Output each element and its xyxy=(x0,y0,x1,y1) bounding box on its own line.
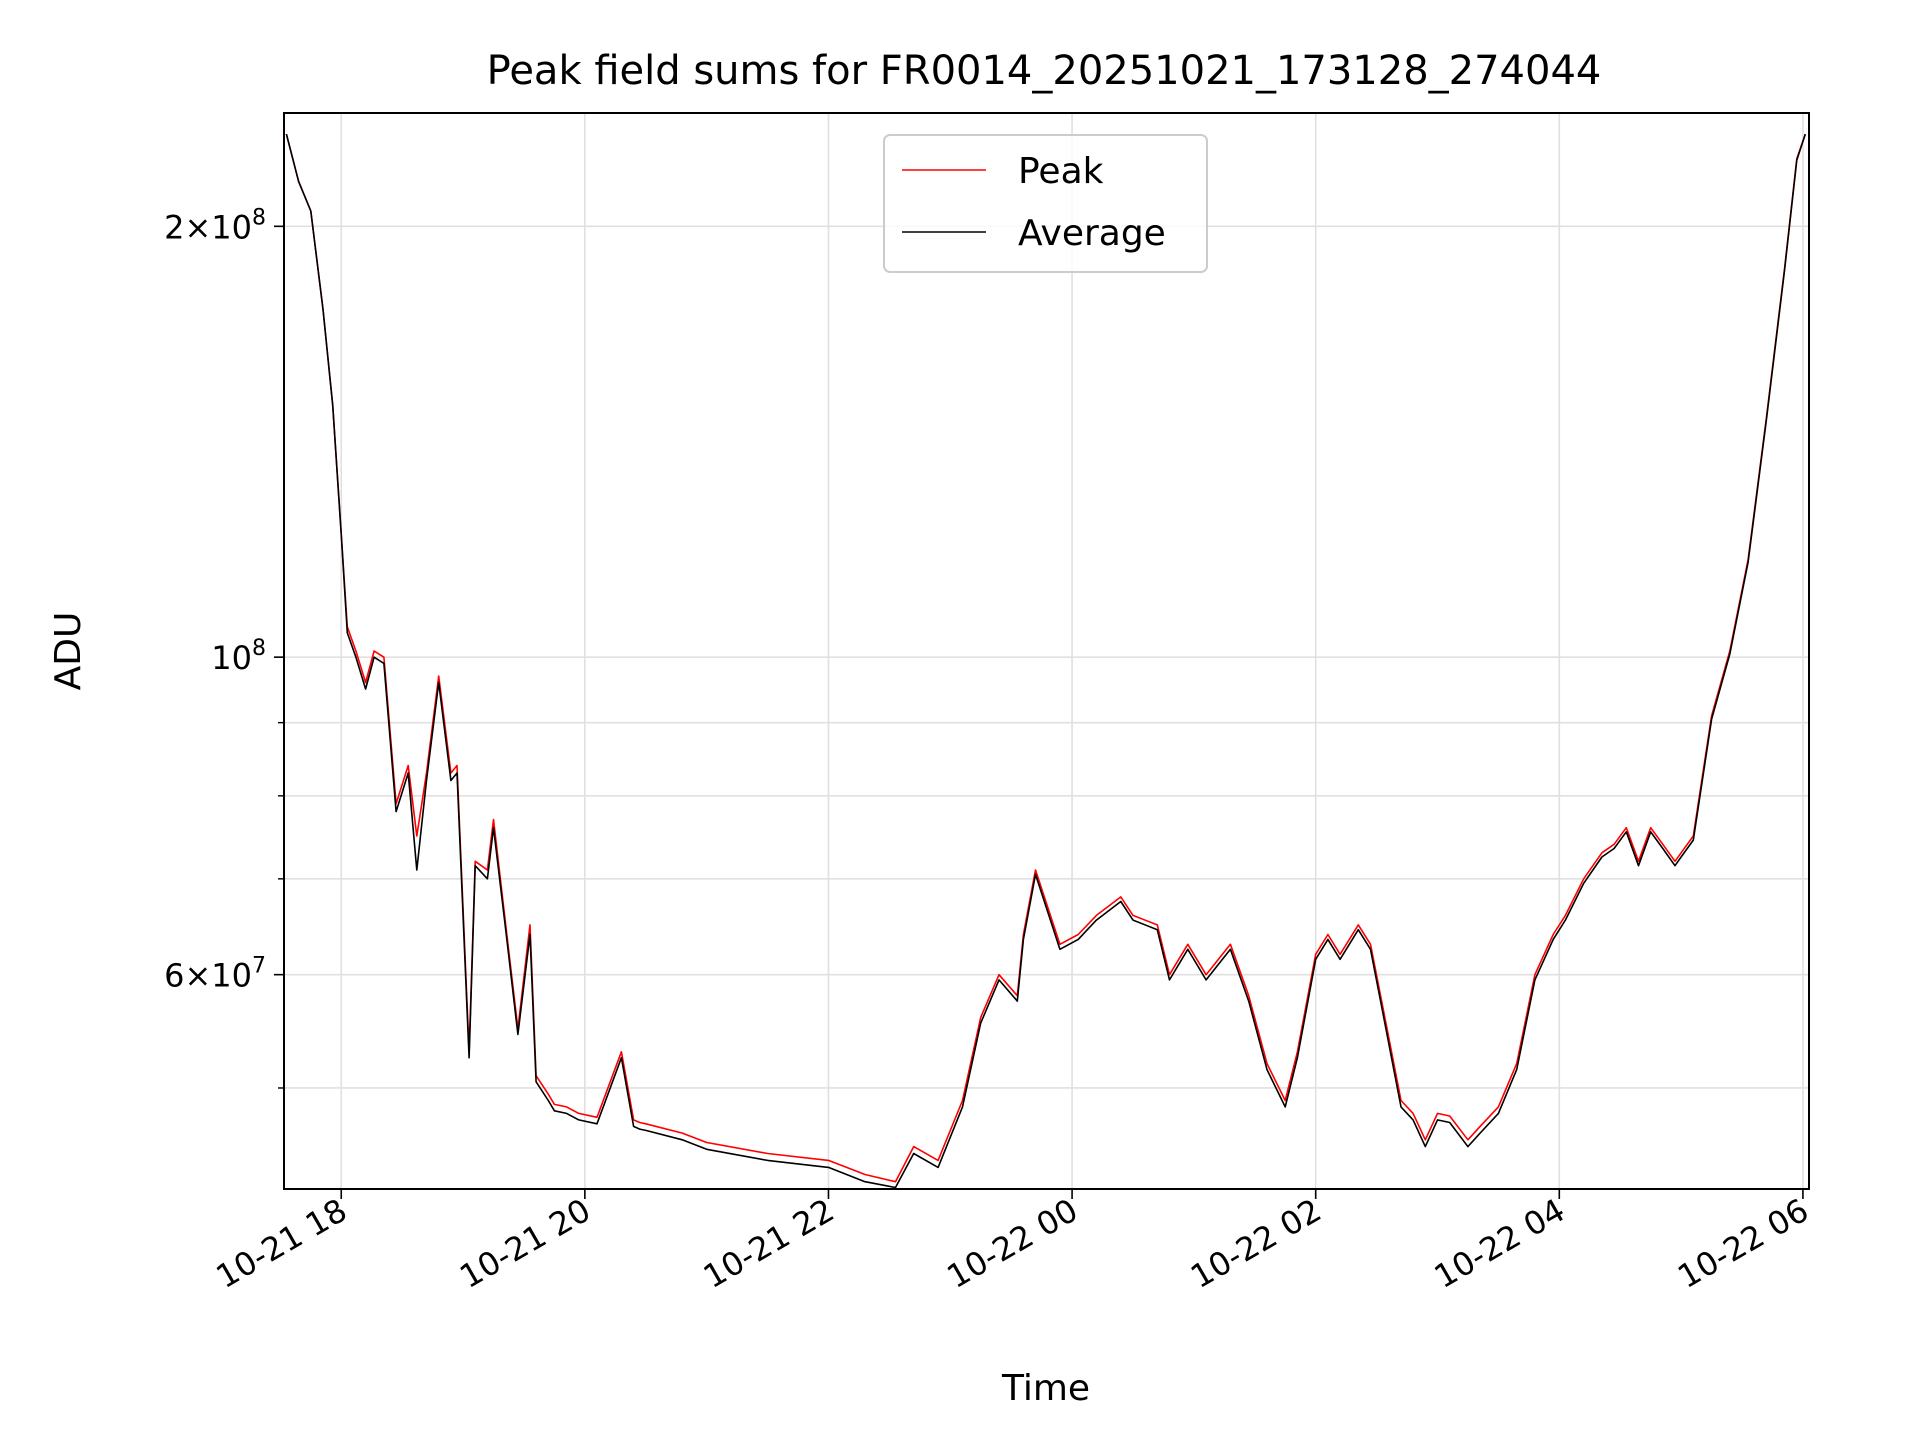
y-tick-label: 108 xyxy=(211,636,266,677)
y-tick-exponent: 7 xyxy=(252,954,266,979)
y-tick-times: × xyxy=(184,957,211,995)
y-tick-label: 2×108 xyxy=(164,205,266,246)
legend: Peak Average xyxy=(883,134,1208,273)
y-tick-base: 10 xyxy=(211,639,252,677)
y-tick-exponent: 8 xyxy=(252,205,266,230)
series-layer xyxy=(285,133,1807,1189)
y-tick-base: 10 xyxy=(211,208,252,246)
grid-layer xyxy=(284,113,1809,1189)
series-line-peak xyxy=(285,133,1807,1183)
y-tick-mantissa: 6 xyxy=(164,957,184,995)
legend-label-average: Average xyxy=(1018,213,1166,254)
y-tick-exponent: 8 xyxy=(252,636,266,661)
series-line-average xyxy=(285,133,1807,1189)
plot-frame xyxy=(283,112,1810,1190)
y-tick-label: 6×107 xyxy=(164,954,266,995)
legend-label-peak: Peak xyxy=(1018,151,1104,192)
y-tick-base: 10 xyxy=(211,957,252,995)
chart-title: Peak field sums for FR0014_20251021_1731… xyxy=(487,48,1602,94)
y-tick-mantissa: 2 xyxy=(164,208,184,246)
y-tick-times: × xyxy=(184,208,211,246)
x-axis-label: Time xyxy=(1001,1368,1090,1409)
y-axis-label: ADU xyxy=(48,612,89,691)
